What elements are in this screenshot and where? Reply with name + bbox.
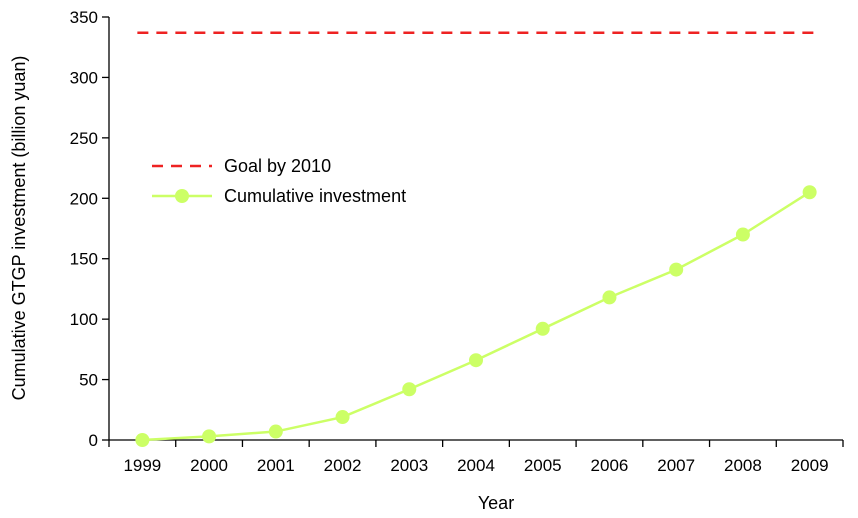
data-point xyxy=(268,424,283,439)
y-tick-label: 0 xyxy=(89,431,98,450)
data-point xyxy=(402,382,417,397)
data-point xyxy=(535,321,550,336)
legend-cumulative-label: Cumulative investment xyxy=(224,186,406,206)
y-axis-title: Cumulative GTGP investment (billion yuan… xyxy=(9,56,29,401)
x-tick-label: 2008 xyxy=(724,456,762,475)
y-tick-label: 350 xyxy=(70,8,98,27)
legend: Goal by 2010 Cumulative investment xyxy=(152,156,406,206)
x-tick-label: 2003 xyxy=(390,456,428,475)
legend-cumulative-marker xyxy=(175,189,189,203)
x-tick-label: 2000 xyxy=(190,456,228,475)
plot-area xyxy=(135,31,817,447)
x-tick-label: 2005 xyxy=(524,456,562,475)
y-tick-label: 50 xyxy=(79,371,98,390)
data-point xyxy=(135,433,150,447)
x-tick-label: 2004 xyxy=(457,456,495,475)
y-tick-label: 150 xyxy=(70,250,98,269)
data-point xyxy=(802,185,817,200)
x-tick-label: 2006 xyxy=(591,456,629,475)
x-axis: 1999 2000 2001 2002 2003 2004 2005 2006 2007 2008… xyxy=(108,439,844,475)
data-point xyxy=(602,290,617,305)
data-point xyxy=(202,429,217,444)
y-tick-label: 100 xyxy=(70,310,98,329)
y-tick-label: 250 xyxy=(70,129,98,148)
x-tick-label: 2002 xyxy=(324,456,362,475)
data-point xyxy=(735,227,750,242)
x-tick-label: 2009 xyxy=(791,456,829,475)
x-tick-label: 2007 xyxy=(657,456,695,475)
y-tick-label: 200 xyxy=(70,189,98,208)
x-tick-label: 2001 xyxy=(257,456,295,475)
cumulative-investment-line xyxy=(142,191,811,442)
x-tick-label: 1999 xyxy=(123,456,161,475)
legend-goal-label: Goal by 2010 xyxy=(224,156,331,176)
data-point xyxy=(469,353,483,368)
data-point xyxy=(669,262,684,277)
y-axis: 0 50 100 150 200 250 300 350 xyxy=(70,8,110,450)
x-axis-title: Year xyxy=(478,493,514,513)
y-tick-label: 300 xyxy=(70,68,98,87)
data-point xyxy=(335,410,350,425)
